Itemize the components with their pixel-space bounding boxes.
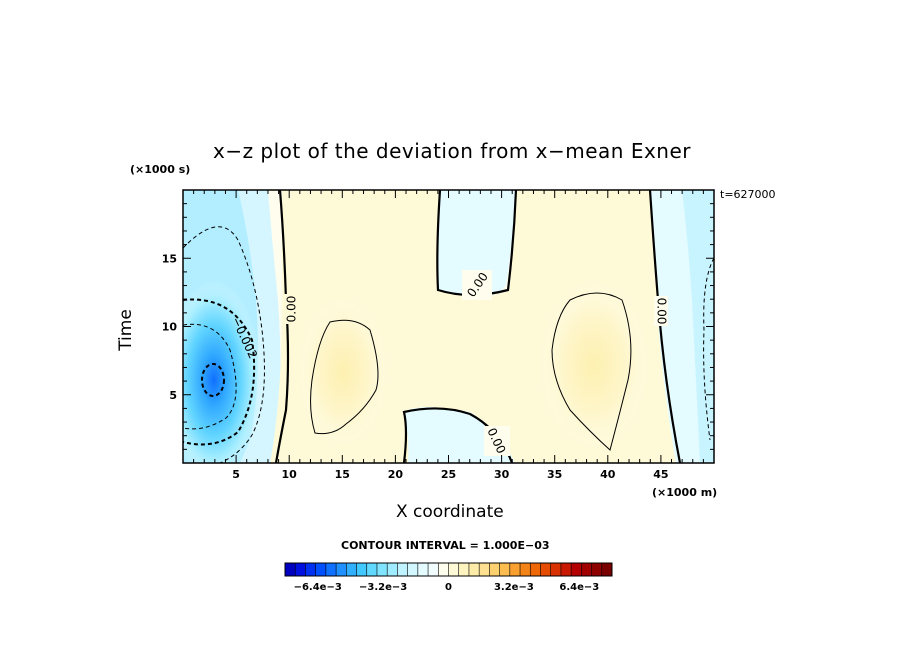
colorbar-swatch [376, 563, 388, 576]
colorbar: −6.4e−3 −3.2e−3 0 3.2e−3 6.4e−3 [284, 562, 613, 593]
maximum-left [298, 297, 388, 447]
x-tick-label: 20 [388, 468, 404, 481]
colorbar-swatch [315, 563, 327, 576]
contour-lines [183, 190, 714, 463]
contour-negative-right [703, 257, 714, 441]
axis-ticks: 5 10 15 20 25 30 35 40 45 5 10 15 [162, 190, 714, 481]
contour-label-bg [462, 270, 492, 300]
x-tick-label: 45 [653, 468, 668, 481]
colorbar-tick-label: −3.2e−3 [359, 582, 407, 593]
contour-label: 0.00 [655, 298, 669, 325]
colorbar-swatch [387, 563, 398, 576]
x-tick-label: 25 [441, 468, 456, 481]
colorbar-swatch [356, 563, 368, 576]
colorbar-swatch [438, 563, 449, 576]
y-tick-label: 5 [169, 389, 177, 402]
x-tick-label: 35 [547, 468, 562, 481]
colorbar-swatch [581, 563, 592, 576]
contour-label: 0.00 [285, 296, 299, 323]
chart-title: x−z plot of the deviation from x−mean Ex… [212, 139, 691, 163]
colorbar-swatch [325, 563, 337, 576]
y-axis-unit: (×1000 s) [130, 163, 191, 176]
contour-interval-label: CONTOUR INTERVAL = 1.000E−03 [341, 539, 550, 552]
negative-region-top [437, 190, 516, 297]
y-tick-label: 10 [162, 321, 178, 334]
colorbar-swatch [417, 563, 429, 576]
colorbar-swatch [458, 563, 470, 576]
contour-label-bg [284, 294, 298, 324]
colorbar-swatch [336, 563, 347, 576]
colorbar-swatch [560, 563, 572, 576]
y-tick-label: 15 [162, 252, 177, 265]
contour-negative-outer [183, 226, 265, 463]
contour-label-bg [484, 426, 510, 456]
colorbar-swatch [520, 563, 531, 576]
colorbar-swatch [591, 563, 603, 576]
x-tick-label: 30 [494, 468, 510, 481]
colorbar-swatch [468, 563, 480, 576]
colorbar-tick-label: 3.2e−3 [494, 582, 534, 593]
colorbar-frame [284, 562, 613, 577]
minimum-core [183, 280, 262, 463]
contour-negative-003 [183, 323, 237, 430]
x-tick-label: 5 [232, 468, 240, 481]
colorbar-swatch [540, 563, 551, 576]
colorbar-swatch [499, 563, 511, 576]
colorbar-tick-label: 6.4e−3 [559, 582, 599, 593]
colorbar-swatch [601, 563, 613, 576]
colorbar-swatch [305, 563, 316, 576]
colorbar-swatch [285, 563, 296, 576]
contour-positive-left [310, 319, 379, 435]
colorbar-swatch [530, 563, 541, 576]
colorbar-swatch [509, 563, 521, 576]
x-tick-label: 15 [335, 468, 350, 481]
x-axis-unit: (×1000 m) [652, 486, 718, 499]
contour-label-bg [654, 296, 668, 326]
colorbar-swatch [428, 563, 439, 576]
field-shading [183, 190, 714, 463]
contour-negative-002 [183, 298, 256, 446]
colorbar-swatch [366, 563, 378, 576]
x-axis-label: X coordinate [396, 502, 504, 522]
colorbar-swatch [550, 563, 562, 576]
x-tick-label: 40 [600, 468, 616, 481]
maximum-right [539, 280, 649, 450]
colorbar-swatch [295, 563, 306, 576]
contour-negative-core [201, 363, 225, 397]
contour-zero-left [274, 190, 290, 463]
colorbar-swatch [489, 563, 500, 576]
x-tick-label: 10 [282, 468, 298, 481]
colorbar-tick-label: −6.4e−3 [294, 582, 342, 593]
colorbar-swatch [346, 563, 357, 576]
colorbar-tick-label: 0 [445, 582, 452, 593]
colorbar-swatch [571, 563, 582, 576]
time-label: t=627000 [720, 188, 776, 201]
colorbar-swatch [407, 563, 419, 576]
colorbar-swatch [397, 563, 408, 576]
colorbar-swatch [448, 563, 460, 576]
colorbar-swatch [479, 563, 490, 576]
contour-positive-right [551, 292, 632, 451]
